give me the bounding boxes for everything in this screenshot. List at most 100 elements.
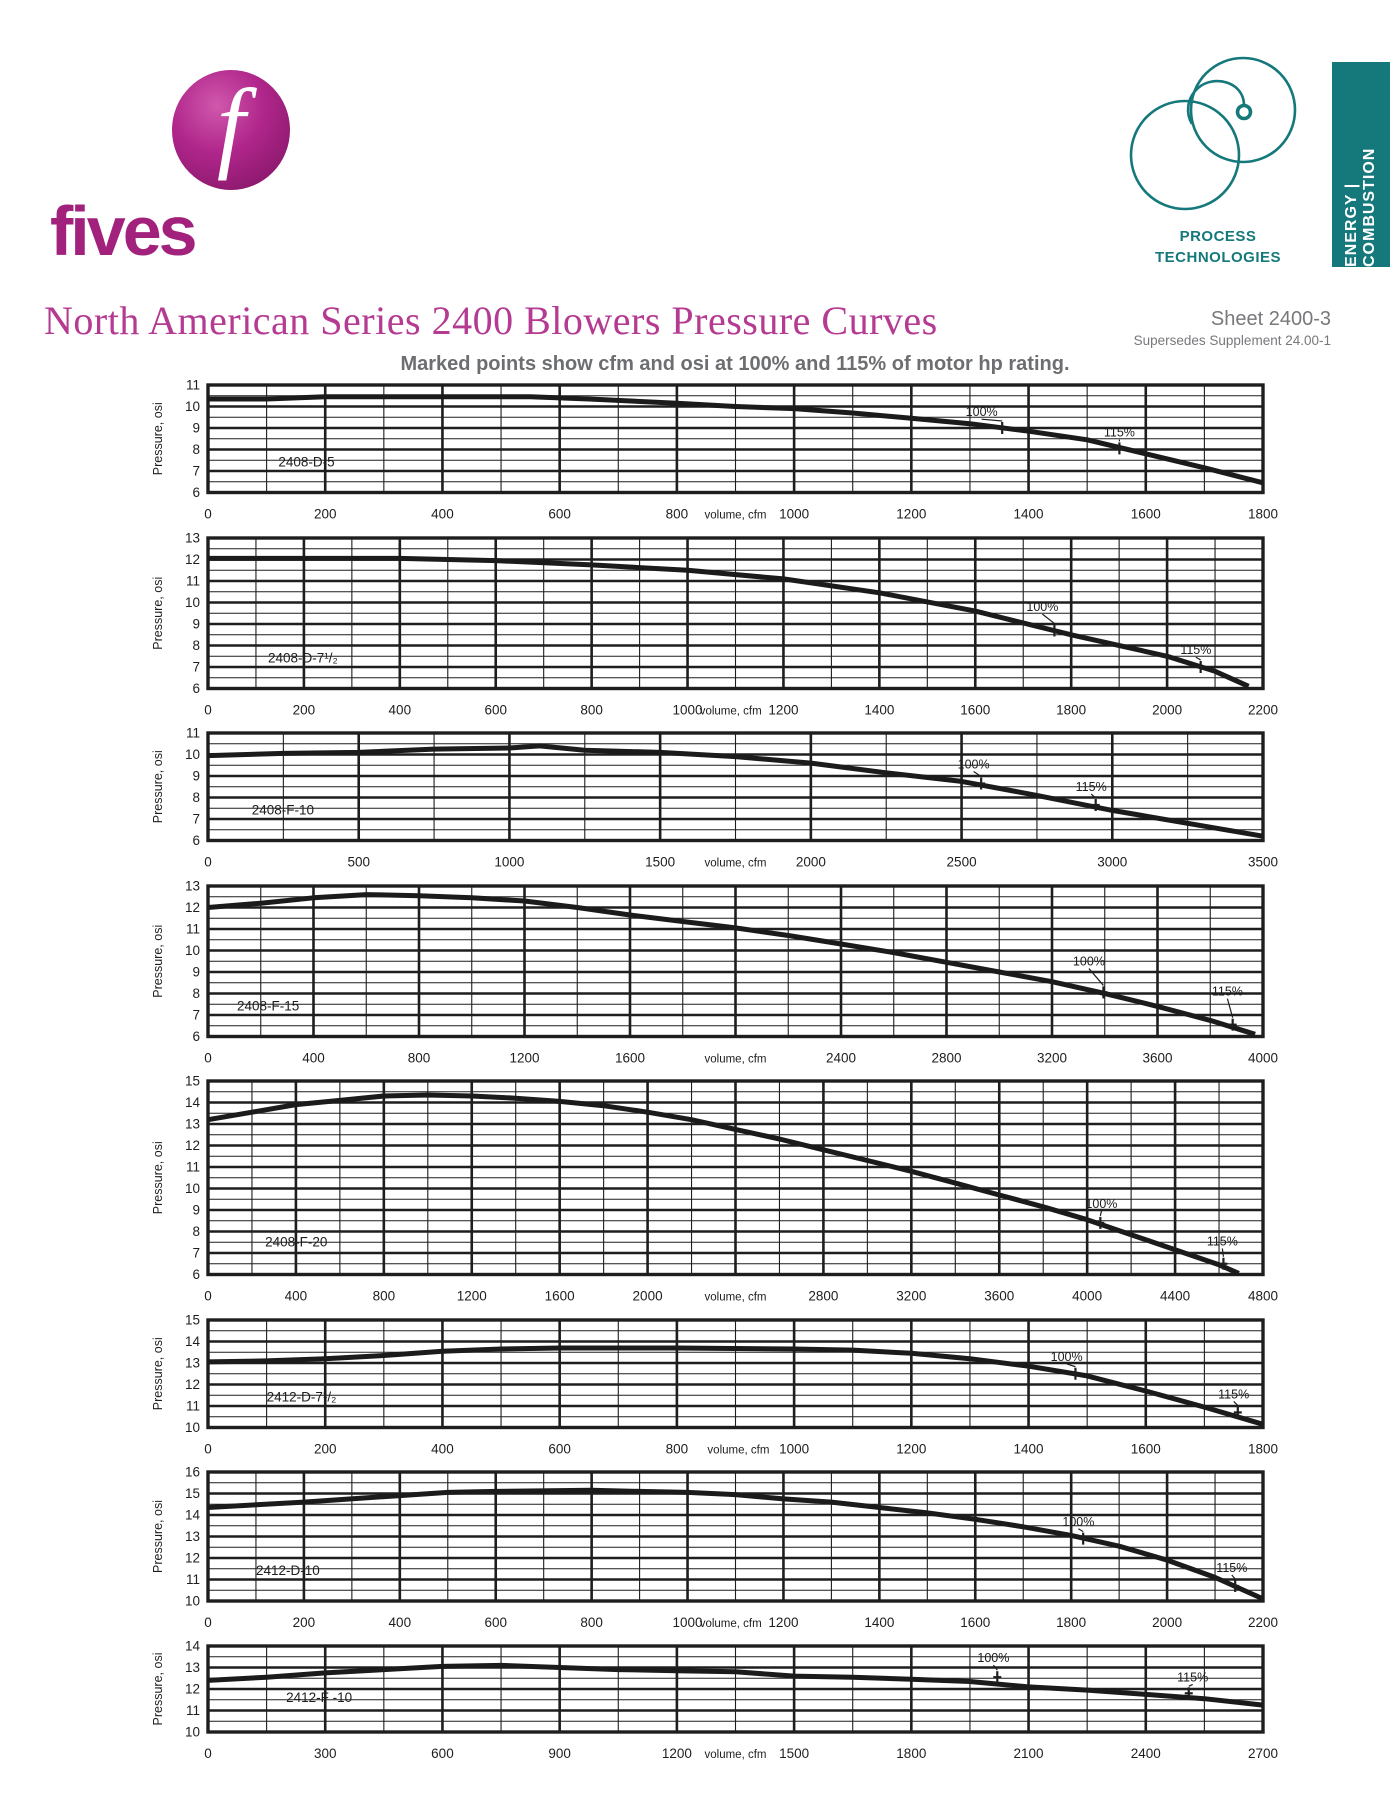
x-tick-label: 3500 <box>1248 855 1278 870</box>
model-label: 2412-F -10 <box>286 1690 352 1705</box>
x-tick-label: 1600 <box>1131 507 1161 522</box>
x-tick-label: 1800 <box>896 1746 926 1761</box>
x-tick-label: 1000 <box>779 1441 809 1456</box>
marker-leader <box>1233 1400 1239 1406</box>
marker-label: 100% <box>1051 1349 1083 1363</box>
marker-leader <box>1221 1248 1225 1257</box>
marker-label: 100% <box>1085 1197 1117 1211</box>
y-tick-label: 14 <box>185 1334 201 1349</box>
pressure-curve-svg: 2412-F -10 100% 115% 10 11 12 13 14 0 300 600 900 12… <box>151 1639 1278 1762</box>
marker-label: 115% <box>1076 780 1107 794</box>
y-tick-label: 6 <box>192 833 200 848</box>
x-tick-label: 2000 <box>633 1289 663 1304</box>
y-tick-label: 12 <box>185 1682 200 1697</box>
x-tick-label: 400 <box>431 507 454 522</box>
y-tick-label: 13 <box>185 1355 200 1370</box>
x-tick-label: 400 <box>389 1615 412 1630</box>
y-axis-label: Pressure, osi <box>151 750 165 823</box>
y-axis-label: Pressure, osi <box>151 576 165 649</box>
x-tick-label: 200 <box>293 702 316 717</box>
x-tick-label: 1800 <box>1056 1615 1086 1630</box>
page-title: North American Series 2400 Blowers Press… <box>44 298 938 343</box>
marker-label: 100% <box>1062 1515 1094 1529</box>
x-tick-label: 0 <box>204 1441 212 1456</box>
model-label: 2408-F-20 <box>265 1235 327 1250</box>
x-tick-label: 2800 <box>808 1289 838 1304</box>
x-tick-label: 1200 <box>509 1050 539 1065</box>
y-axis-label: Pressure, osi <box>151 1141 165 1214</box>
y-tick-label: 9 <box>192 421 200 436</box>
x-tick-label: 800 <box>373 1289 396 1304</box>
y-tick-label: 10 <box>185 399 200 414</box>
y-tick-label: 15 <box>185 1074 200 1089</box>
x-tick-label: 400 <box>389 702 412 717</box>
x-tick-label: 1000 <box>779 507 809 522</box>
x-tick-label: 1200 <box>768 702 798 717</box>
chart-2408-F-15: 2408-F-15 100% 115% 6 7 8 9 10 11 12 13 0 400 800 1200… <box>140 876 1391 1080</box>
y-tick-label: 11 <box>186 378 200 393</box>
x-tick-label: 3200 <box>1037 1050 1067 1065</box>
y-tick-label: 13 <box>185 1529 200 1544</box>
pressure-curve <box>207 1662 1264 1708</box>
y-tick-label: 10 <box>185 1725 200 1740</box>
x-tick-label: 4000 <box>1248 1050 1278 1065</box>
marker-label: 115% <box>1177 1670 1208 1684</box>
x-tick-label: 0 <box>204 855 212 870</box>
x-tick-label: 1400 <box>864 1615 894 1630</box>
y-axis-label: Pressure, osi <box>151 402 165 475</box>
y-tick-label: 10 <box>185 747 200 762</box>
y-tick-label: 11 <box>186 1703 200 1718</box>
y-tick-label: 14 <box>185 1095 201 1110</box>
fives-wordmark: fives <box>50 192 198 270</box>
x-axis-label: volume, cfm <box>705 1053 767 1065</box>
x-tick-label: 0 <box>204 1746 212 1761</box>
y-tick-label: 13 <box>185 530 200 545</box>
x-tick-label: 1200 <box>662 1746 692 1761</box>
y-tick-label: 6 <box>192 681 200 696</box>
x-axis-label: volume, cfm <box>705 1292 767 1304</box>
chart-2408-D-7: 2408-D-7¹/₂ 100% 115% 6 7 8 9 10 11 12 13 0 200 400 60… <box>140 528 1391 732</box>
x-tick-label: 2400 <box>826 1050 856 1065</box>
y-tick-label: 10 <box>185 1181 200 1196</box>
chart-2408-F-20: 2408-F-20 100% 115% 6 7 8 9 10 11 12 13 14 15 0 400 800… <box>140 1071 1391 1318</box>
x-tick-label: 3200 <box>896 1289 926 1304</box>
x-tick-label: 600 <box>548 507 571 522</box>
x-tick-label: 2800 <box>931 1050 961 1065</box>
chart-2408-D-5: 2408-D-5 100% 115% 6 7 8 9 10 11 0 200 400 600 800 100… <box>140 375 1391 536</box>
x-tick-label: 1600 <box>960 702 990 717</box>
marker-leader <box>1078 1528 1084 1533</box>
x-tick-label: 1200 <box>896 1441 926 1456</box>
x-axis-label: volume, cfm <box>700 1618 762 1630</box>
x-tick-label: 2500 <box>947 855 977 870</box>
x-tick-label: 1000 <box>673 1615 703 1630</box>
x-tick-label: 0 <box>204 702 212 717</box>
y-axis-label: Pressure, osi <box>151 1337 165 1410</box>
x-axis-label: volume, cfm <box>705 858 767 870</box>
y-tick-label: 6 <box>192 1267 200 1282</box>
pressure-curve-svg: 2408-F-15 100% 115% 6 7 8 9 10 11 12 13 0 400 800 1200… <box>151 878 1278 1065</box>
pressure-curve-svg: 2412-D-7¹/₂ 100% 115% 10 11 12 13 14 15 0 200 400 60… <box>151 1312 1278 1456</box>
fives-logo-f: f <box>216 69 246 182</box>
x-tick-label: 200 <box>314 1441 337 1456</box>
marker-label: 100% <box>1073 954 1105 968</box>
pressure-curve-svg: 2408-F-10 100% 115% 6 7 8 9 10 11 0 500 1000 1500 200… <box>151 726 1278 870</box>
y-tick-label: 10 <box>185 595 200 610</box>
pressure-curve <box>207 1487 1265 1602</box>
x-tick-label: 1200 <box>768 1615 798 1630</box>
fives-logo-ball: f <box>172 69 290 190</box>
y-tick-label: 7 <box>192 1007 200 1022</box>
chart-2412-F-10: 2412-F -10 100% 115% 10 11 12 13 14 0 300 600 900 12… <box>140 1636 1391 1775</box>
x-axis-label: volume, cfm <box>707 1444 769 1456</box>
x-tick-label: 600 <box>484 702 507 717</box>
pressure-curve-svg: 2408-D-5 100% 115% 6 7 8 9 10 11 0 200 400 600 800 100… <box>151 378 1278 522</box>
y-tick-label: 11 <box>186 1572 200 1587</box>
x-tick-label: 1000 <box>673 702 703 717</box>
banner-label: ENERGY | COMBUSTION <box>1343 147 1378 267</box>
y-tick-label: 10 <box>185 1420 200 1435</box>
marker-label: 115% <box>1104 426 1135 440</box>
x-tick-label: 4400 <box>1160 1289 1190 1304</box>
x-tick-label: 400 <box>431 1441 454 1456</box>
y-tick-label: 6 <box>192 1029 200 1044</box>
x-axis-label: volume, cfm <box>705 1749 767 1761</box>
